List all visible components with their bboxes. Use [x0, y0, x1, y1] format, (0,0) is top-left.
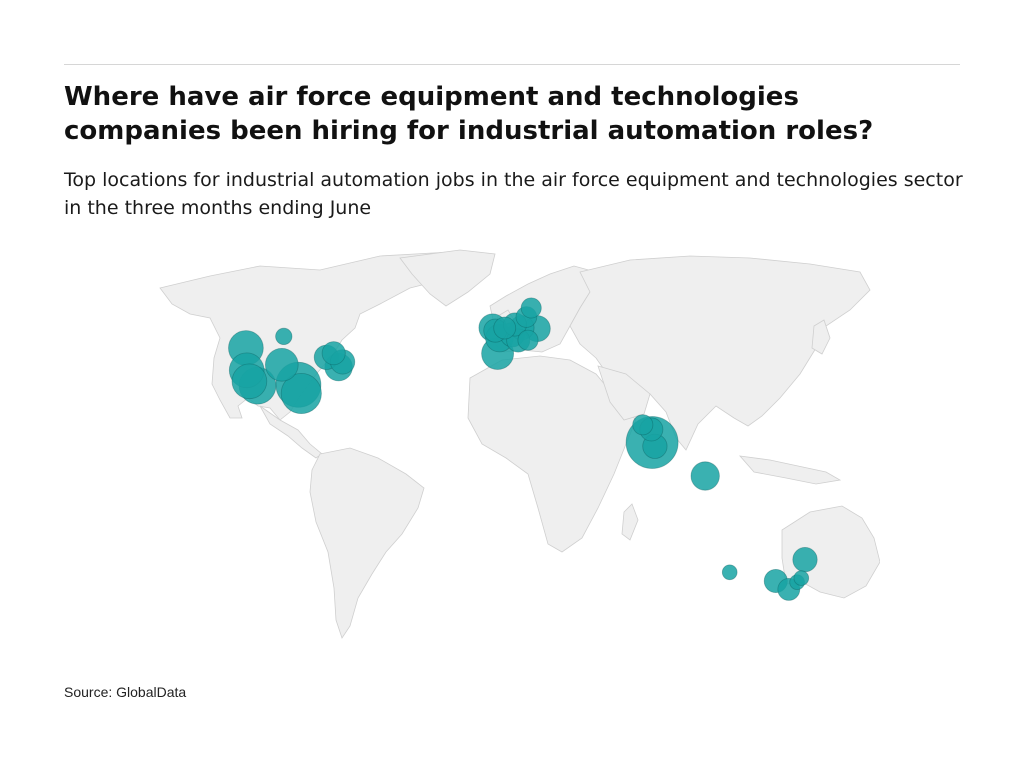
land-africa [467, 355, 637, 553]
location-bubble-europe [520, 297, 542, 319]
location-bubble-asia [690, 461, 720, 491]
location-bubble-north-america [265, 348, 299, 382]
location-bubble-north-america [275, 327, 293, 346]
top-divider [64, 64, 960, 65]
location-bubble-north-america [231, 363, 268, 400]
location-bubble-asia [632, 414, 654, 436]
location-bubble-north-america [321, 341, 346, 366]
land-japan [811, 319, 831, 355]
land-asia [569, 255, 871, 451]
location-bubble-oceania [792, 546, 818, 573]
land-indonesia [738, 455, 842, 485]
location-bubble-europe [517, 329, 539, 351]
chart-title: Where have air force equipment and techn… [64, 82, 874, 146]
location-bubble-europe [493, 316, 517, 340]
chart-subtitle: Top locations for industrial automation … [64, 169, 963, 219]
land-south-america [309, 447, 425, 639]
land-madagascar [621, 503, 639, 541]
source-note: Source: GlobalData [64, 684, 187, 700]
location-bubble-oceania [721, 564, 738, 581]
land-central-america [259, 405, 323, 459]
location-bubble-north-america [280, 373, 322, 415]
location-bubbles [228, 297, 818, 601]
land-greenland [399, 249, 496, 307]
world-map [159, 249, 880, 639]
land-arabia [597, 365, 651, 421]
location-bubble-oceania [793, 570, 810, 586]
